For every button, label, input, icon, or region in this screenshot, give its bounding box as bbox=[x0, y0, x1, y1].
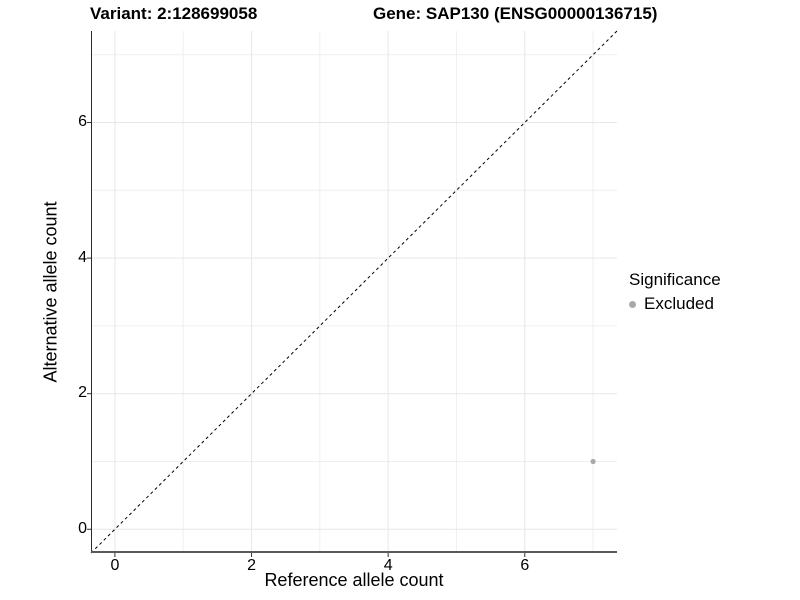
plot-title-variant: Variant: 2:128699058 bbox=[90, 4, 258, 23]
plot-title-gene: Gene: SAP130 (ENSG00000136715) bbox=[373, 4, 658, 23]
y-tick-label: 6 bbox=[78, 113, 87, 131]
x-tick-label: 4 bbox=[383, 557, 393, 574]
y-tick-label: 2 bbox=[78, 384, 87, 402]
legend: Significance Excluded bbox=[629, 270, 721, 314]
x-axis-title: Reference allele count bbox=[264, 570, 444, 590]
legend-point-icon bbox=[629, 300, 636, 308]
legend-title: Significance bbox=[629, 270, 721, 289]
plot-canvas bbox=[87, 30, 618, 557]
y-axis-title: Alternative allele count bbox=[40, 201, 61, 383]
data-point bbox=[590, 458, 596, 465]
identity-line bbox=[90, 30, 618, 554]
x-tick-label: 6 bbox=[520, 557, 530, 574]
x-tick-label: 0 bbox=[110, 557, 120, 574]
legend-items: Excluded bbox=[629, 294, 721, 314]
plot-panel bbox=[87, 30, 618, 557]
legend-item-label: Excluded bbox=[644, 294, 714, 313]
legend-item: Excluded bbox=[629, 294, 721, 314]
y-tick-label: 4 bbox=[78, 248, 87, 266]
x-tick-label: 2 bbox=[247, 557, 256, 574]
y-tick-label: 0 bbox=[78, 519, 87, 537]
